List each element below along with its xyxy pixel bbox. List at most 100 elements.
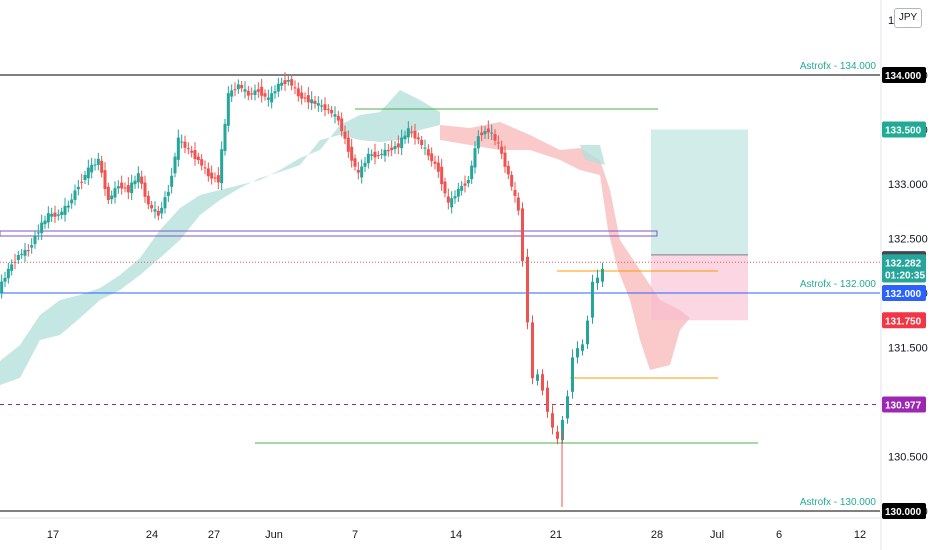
- candle-body: [293, 87, 297, 89]
- candle-body: [480, 132, 484, 136]
- candle-body: [516, 197, 520, 211]
- price-tick-5: 131.500: [888, 343, 928, 355]
- candle-body: [56, 214, 60, 216]
- level-label-0: Astrofx - 134.000: [800, 61, 877, 72]
- candle-body: [236, 84, 240, 90]
- candle-body: [276, 83, 280, 92]
- candle-body: [250, 93, 254, 95]
- candle-body: [393, 146, 397, 150]
- position-loss-zone: [651, 254, 748, 321]
- candle-body: [566, 396, 569, 419]
- price-tag-3: [882, 254, 926, 271]
- time-tick-7: 28: [651, 529, 663, 541]
- candle-body: [453, 196, 457, 199]
- candle-body: [503, 152, 507, 167]
- candle-body: [526, 256, 529, 323]
- candle-body: [16, 255, 20, 260]
- price-tag-text-1: 133.500: [885, 126, 922, 137]
- candle-body: [70, 199, 74, 204]
- candle-body: [353, 158, 357, 167]
- price-tag-text-7: 130.977: [885, 401, 922, 412]
- candle-body: [216, 175, 220, 183]
- candle-body: [203, 167, 207, 169]
- candle-body: [476, 136, 480, 149]
- candle-body: [206, 168, 210, 177]
- price-tick-2: 133.000: [888, 179, 928, 191]
- candle-body: [23, 249, 27, 256]
- candle-body: [423, 147, 427, 149]
- candle-body: [233, 89, 237, 91]
- price-tick-3: 132.500: [888, 234, 928, 246]
- candle-body: [160, 207, 164, 214]
- candle-body: [470, 165, 474, 180]
- candle-body: [346, 137, 350, 152]
- candle-body: [521, 208, 524, 262]
- candle-body: [136, 173, 140, 183]
- candle-body: [456, 188, 460, 197]
- price-tag-7: [882, 396, 926, 413]
- candle-body: [183, 141, 187, 148]
- time-tick-1: 24: [146, 529, 158, 541]
- candle-body: [110, 195, 114, 200]
- candle-body: [130, 182, 134, 194]
- candle-body: [100, 160, 104, 173]
- time-tick-5: 14: [450, 529, 462, 541]
- candle-body: [493, 134, 497, 141]
- candle-body: [43, 220, 47, 225]
- time-tick-4: 7: [352, 529, 358, 541]
- time-tick-8: Jul: [710, 529, 724, 541]
- candle-body: [113, 188, 117, 198]
- currency-badge[interactable]: JPY: [894, 8, 922, 28]
- candle-body: [143, 182, 147, 197]
- candle-body: [263, 93, 267, 97]
- time-tick-2: 27: [208, 529, 220, 541]
- candle-body: [146, 195, 150, 205]
- candle-body: [360, 166, 364, 178]
- time-tick-0: 17: [47, 529, 59, 541]
- candle-body: [443, 181, 447, 194]
- candle-body: [363, 162, 367, 167]
- candle-body: [576, 348, 579, 358]
- time-tick-3: Jun: [265, 529, 283, 541]
- candle-body: [36, 232, 40, 234]
- candle-body: [596, 277, 599, 284]
- candle-body: [76, 186, 80, 190]
- candle-body: [333, 114, 337, 117]
- candle-body: [150, 205, 154, 209]
- candle-body: [551, 413, 554, 428]
- candle-body: [536, 374, 539, 381]
- candle-body: [90, 164, 94, 173]
- candle-body: [286, 80, 290, 82]
- candle-body: [273, 91, 277, 94]
- candle-body: [313, 100, 317, 104]
- candle-body: [200, 159, 204, 166]
- price-tag-text-4: 01:20:35: [885, 270, 925, 281]
- level-label-2: Astrofx - 130.000: [800, 497, 877, 508]
- candle-body: [400, 137, 404, 149]
- candle-body: [170, 175, 174, 187]
- candle-body: [73, 190, 77, 200]
- candle-body: [336, 115, 340, 121]
- candle-body: [586, 320, 589, 345]
- candle-body: [126, 185, 130, 193]
- time-tick-6: 21: [550, 529, 562, 541]
- candle-body: [531, 322, 534, 379]
- candle-body: [260, 86, 264, 96]
- price-tag-8: [882, 503, 926, 519]
- candle-body: [413, 130, 417, 139]
- candle-body: [13, 261, 17, 263]
- candle-body: [386, 150, 390, 152]
- candle-body: [176, 137, 180, 160]
- candle-body: [116, 186, 120, 189]
- candle-body: [60, 211, 64, 215]
- candle-body: [66, 205, 70, 208]
- candle-body: [440, 166, 444, 185]
- candle-body: [173, 156, 177, 174]
- price-tag-text-8: 130.000: [885, 507, 922, 518]
- candle-body: [213, 177, 217, 179]
- candle-body: [370, 154, 374, 156]
- candle-body: [223, 123, 227, 151]
- candle-body: [103, 170, 107, 190]
